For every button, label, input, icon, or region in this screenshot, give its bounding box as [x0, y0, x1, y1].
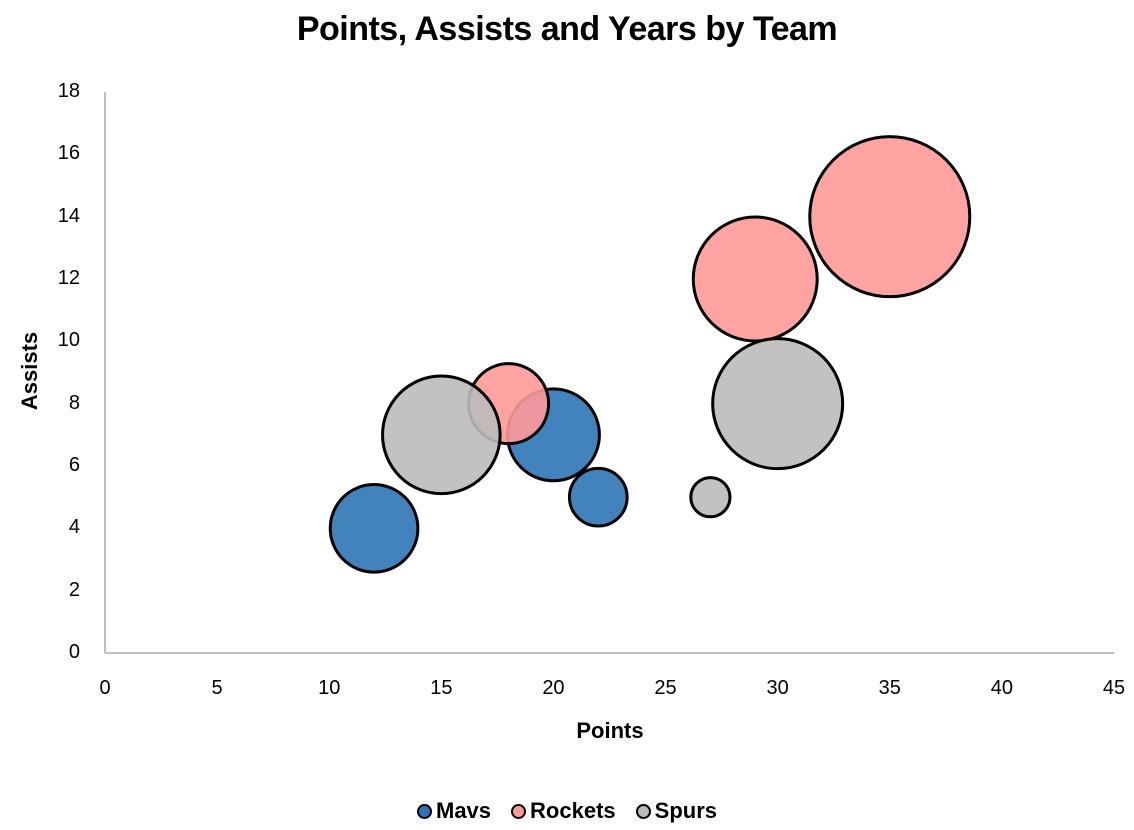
y-tick-label: 14 [57, 204, 80, 227]
x-axis-label: Points [576, 718, 644, 743]
y-tick-label: 12 [57, 267, 80, 289]
bubble-spurs-1 [711, 337, 845, 471]
legend-item-mavs: Mavs [417, 798, 491, 824]
legend-marker-icon [511, 803, 527, 819]
y-tick-label: 18 [57, 80, 80, 102]
legend-label: Mavs [436, 798, 492, 823]
x-tick-label: 30 [766, 677, 789, 699]
bubble-mavs-0 [328, 483, 420, 574]
bubble-spurs-2 [689, 476, 732, 519]
x-tick-label: 45 [1102, 677, 1126, 699]
y-tick-label: 8 [68, 391, 80, 414]
x-tick-label: 10 [318, 677, 341, 699]
legend-marker-icon [635, 803, 651, 819]
y-tick-label: 10 [57, 329, 80, 352]
legend-label: Rockets [530, 798, 616, 823]
bubble-rockets-1 [691, 215, 819, 343]
y-tick-label: 0 [68, 641, 80, 663]
legend-item-spurs: Spurs [635, 798, 717, 824]
y-tick-label: 16 [57, 142, 80, 165]
legend-label: Spurs [654, 798, 717, 823]
x-tick-label: 0 [99, 677, 111, 699]
legend-item-rockets: Rockets [511, 798, 616, 824]
y-tick-label: 2 [68, 578, 80, 601]
bubble-spurs-0 [381, 374, 502, 496]
y-tick-label: 6 [68, 454, 80, 476]
y-tick-label: 4 [68, 516, 80, 539]
bubble-mavs-2 [567, 466, 629, 528]
chart-title: Points, Assists and Years by Team [296, 10, 838, 48]
x-tick-label: 25 [654, 677, 677, 699]
x-tick-label: 35 [878, 677, 901, 699]
legend: Mavs Rockets Spurs [0, 798, 1134, 824]
x-tick-label: 20 [542, 677, 565, 699]
x-tick-label: 5 [211, 677, 223, 699]
x-tick-label: 40 [990, 677, 1013, 699]
bubble-rockets-2 [808, 135, 972, 299]
legend-marker-icon [417, 803, 432, 819]
x-tick-label: 15 [430, 677, 453, 699]
